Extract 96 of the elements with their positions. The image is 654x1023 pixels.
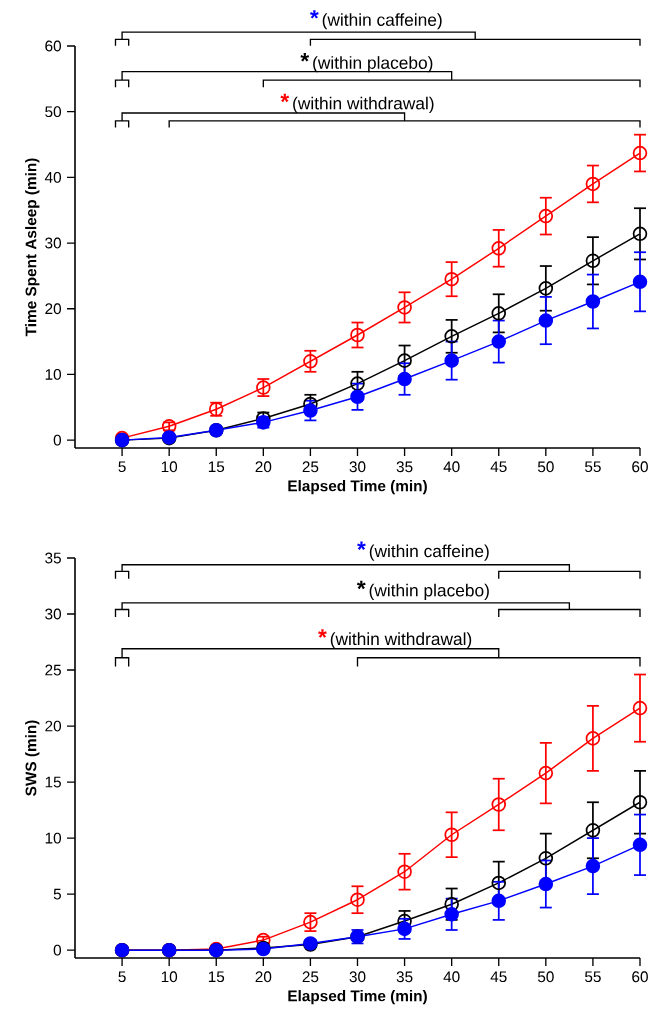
x-tick-label: 5 — [118, 971, 126, 983]
annotation: * — [356, 580, 366, 590]
x-tick-label: 25 — [302, 461, 319, 473]
x-tick-label: 10 — [161, 971, 178, 983]
point — [444, 896, 459, 912]
point — [350, 389, 365, 405]
y-axis-title: SWS (min) — [25, 720, 40, 796]
y-tick-label: 60 — [45, 40, 62, 52]
point — [632, 700, 648, 716]
point — [397, 864, 412, 879]
point — [303, 354, 318, 369]
x-tick-label: 50 — [537, 971, 554, 983]
point — [397, 921, 412, 937]
x-tick-label: 15 — [208, 971, 225, 983]
annotation: (within placebo) — [369, 583, 489, 600]
point — [350, 327, 365, 343]
point — [491, 875, 507, 891]
annotation: * — [300, 53, 310, 62]
x-tick-label: 60 — [632, 971, 648, 983]
x-tick-label: 30 — [349, 461, 366, 473]
point — [538, 876, 554, 892]
y-tick-label: 15 — [45, 776, 61, 788]
point — [491, 306, 507, 321]
y-tick-label: 25 — [45, 664, 61, 676]
x-tick-label: 55 — [584, 971, 601, 983]
point — [632, 145, 648, 161]
point — [491, 241, 507, 256]
point — [303, 403, 318, 418]
x-tick-label: 50 — [537, 461, 554, 473]
x-tick-label: 30 — [349, 971, 366, 983]
x-tick-label: 20 — [255, 461, 272, 473]
annotation: (within withdrawal) — [330, 632, 472, 649]
x-tick-label: 40 — [443, 461, 460, 473]
x-tick-label: 15 — [208, 461, 225, 473]
point — [538, 313, 554, 328]
x-tick-label: 5 — [118, 461, 126, 473]
y-tick-label: 20 — [45, 303, 62, 315]
point — [632, 794, 648, 810]
y-tick-label: 0 — [53, 434, 62, 446]
annotation: * — [318, 629, 327, 638]
point — [444, 827, 459, 843]
x-tick-label: 60 — [632, 461, 648, 473]
y-tick-label: 50 — [45, 106, 62, 118]
y-tick-label: 30 — [45, 608, 62, 620]
text: (within caffeine) — [322, 13, 442, 30]
x-tick-label: 10 — [161, 461, 178, 473]
y-axis-title: Time Spent Asleep (min) — [25, 158, 40, 337]
point — [491, 893, 507, 909]
x-axis-title: Elapsed Time (min) — [288, 480, 427, 495]
point — [585, 294, 601, 309]
point — [538, 208, 554, 224]
annotation: * — [280, 93, 290, 103]
point — [538, 765, 554, 781]
point — [585, 858, 601, 874]
x-tick-label: 35 — [396, 971, 413, 983]
x-axis-title: Elapsed Time (min) — [288, 990, 427, 1005]
y-tick-label: 5 — [53, 888, 61, 900]
point — [538, 851, 554, 866]
point — [585, 176, 601, 192]
point — [632, 837, 648, 853]
point — [585, 253, 601, 269]
y-tick-label: 35 — [45, 552, 61, 564]
x-tick-label: 55 — [584, 461, 601, 473]
x-tick-label: 25 — [302, 971, 319, 983]
y-tick-label: 30 — [45, 237, 62, 249]
point — [632, 226, 648, 242]
y-tick-label: 10 — [45, 368, 62, 380]
y-tick-label: 40 — [44, 171, 62, 183]
x-tick-label: 35 — [396, 461, 413, 473]
point — [397, 300, 412, 315]
point — [444, 907, 459, 922]
annotation: (within caffeine) — [369, 544, 489, 561]
x-tick-label: 20 — [255, 971, 272, 983]
y-tick-label: 0 — [53, 944, 62, 956]
annotation: (within placebo) — [313, 56, 433, 73]
point — [444, 271, 459, 287]
point — [350, 376, 365, 391]
x-tick-label: 45 — [490, 971, 507, 983]
point — [491, 797, 507, 812]
text: * — [357, 541, 366, 550]
y-tick-label: 10 — [45, 832, 62, 844]
point — [491, 334, 507, 349]
point — [632, 274, 648, 290]
point — [444, 353, 459, 368]
point — [397, 353, 412, 368]
point — [538, 281, 554, 296]
annotation: (within withdrawal) — [293, 96, 434, 113]
point — [444, 329, 459, 344]
point — [585, 823, 601, 838]
point — [350, 892, 365, 907]
point — [585, 731, 601, 746]
point — [397, 371, 412, 387]
x-tick-label: 45 — [490, 461, 507, 473]
text: * — [310, 10, 319, 19]
y-tick-label: 20 — [45, 720, 62, 732]
x-tick-label: 40 — [443, 971, 460, 983]
